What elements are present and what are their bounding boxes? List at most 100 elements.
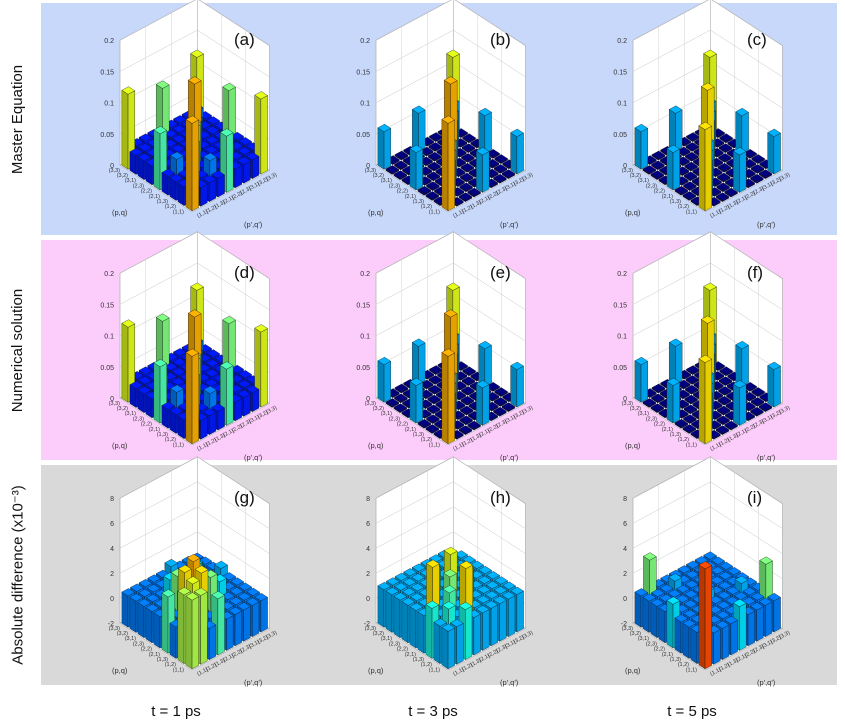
bar	[735, 107, 749, 154]
row-tick-label: (3,1)	[125, 411, 136, 417]
bar	[462, 366, 476, 377]
col-tick-label: (3,2)	[257, 177, 270, 188]
row-tick-label: (3,2)	[117, 406, 128, 412]
axis-label-pq-prime: (p',q')	[500, 453, 519, 462]
col-tick-label: (2,1)	[222, 653, 235, 664]
bar	[467, 420, 481, 431]
bar3d-chart: 0.20.150.10.050(1,1) (1,1)(1,2) (1,2)(1,3)…	[100, 231, 278, 462]
col-tick-label: (3,1)	[761, 181, 774, 192]
bar	[493, 406, 507, 417]
row-tick-label: (1,1)	[686, 667, 697, 673]
bar	[750, 173, 764, 184]
panel-letter: (b)	[490, 30, 511, 49]
row-tick-label: (3,2)	[630, 173, 641, 179]
row-tick-label: (3,3)	[109, 401, 120, 407]
col-tick-label: (1,3)	[470, 200, 483, 211]
col-tick-label: (3,1)	[761, 639, 774, 650]
panel-g: 8 6 4 2 0 -2 (1,1) (1,1) (1,2) (1,2) (1,3) (1,3) (2,…	[62, 456, 324, 690]
bar	[674, 185, 689, 196]
row-tick-label: (1,3)	[157, 199, 168, 205]
bar	[634, 123, 649, 170]
axis-label-pq: (p,q)	[368, 666, 384, 675]
col-tick-label: (2,3)	[495, 644, 508, 655]
bar	[460, 162, 475, 173]
panel-letter: (a)	[234, 30, 255, 49]
col-tick-label: (3,3)	[778, 405, 791, 416]
panel-c: 0.2 0.15 0.1 0.05 0 (1,1) (1,1) (1,2) (1,2) (1,3)…	[575, 0, 837, 232]
bar	[510, 361, 524, 408]
row-tick-label: (3,1)	[381, 178, 392, 184]
bar	[417, 418, 432, 429]
bar	[716, 182, 730, 193]
z-tick-label: 4	[623, 546, 627, 553]
bars	[634, 551, 781, 670]
tick-labels: (1,1) (1,1)(1,2) (1,2)(1,3) (1,3)(2,1) (2,1)…	[622, 626, 791, 678]
col-tick-label: (1,1)	[452, 442, 465, 453]
row-tick-label: (2,2)	[654, 647, 665, 653]
row-tick-label: (2,2)	[654, 422, 665, 428]
col-tick-label: (2,3)	[239, 419, 252, 430]
col-tick-label: (1,3)	[470, 658, 483, 669]
bar	[642, 165, 657, 175]
z-tick-label: 2	[623, 571, 627, 578]
col-tick-label: (3,1)	[504, 414, 517, 425]
row-tick-label: (1,2)	[421, 662, 432, 668]
col-tick-label: (3,2)	[770, 410, 783, 421]
z-tick-label: 0.2	[617, 271, 627, 278]
z-tick-label: 0.15	[100, 69, 114, 76]
bars	[377, 282, 524, 445]
bar3d-chart: 0.20.150.10.050(1,1) (1,1)(1,2) (1,2)(1,3)…	[100, 0, 278, 229]
bar	[494, 387, 508, 398]
bar	[459, 172, 474, 183]
col-tick-label: (1,1)	[196, 442, 209, 453]
row-tick-label: (1,3)	[670, 657, 681, 663]
bars	[121, 552, 268, 670]
z-tick-label: 0.2	[617, 38, 627, 45]
panel-letter: (c)	[747, 30, 767, 49]
z-tick-label: 0.05	[613, 365, 627, 372]
panel-letter: (i)	[747, 488, 763, 507]
z-tick-label: 0	[623, 163, 627, 170]
panel-letter: (d)	[234, 263, 255, 282]
axis-label-pq: (p,q)	[112, 208, 128, 217]
z-tick-label: 0.1	[617, 101, 627, 108]
col-tick-label: (3,3)	[778, 172, 791, 183]
col-tick-label: (2,3)	[752, 186, 765, 197]
z-tick-label: 0.15	[613, 302, 627, 309]
bar	[385, 165, 400, 175]
bar	[718, 386, 732, 396]
bar	[467, 187, 481, 198]
row-tick-label: (1,2)	[165, 204, 176, 210]
col-tick-label: (2,2)	[231, 190, 244, 201]
bar	[493, 397, 508, 407]
z-tick-label: 0	[110, 596, 114, 603]
bar	[682, 424, 697, 434]
axis-label-pq-prime: (p',q')	[500, 220, 519, 229]
col-tick-label: (3,3)	[778, 630, 791, 641]
row-tick-label: (1,2)	[678, 204, 689, 210]
row-tick-label: (1,2)	[421, 204, 432, 210]
row-tick-label: (1,3)	[670, 199, 681, 205]
col-tick-label: (1,3)	[727, 200, 740, 211]
row-tick-label: (2,1)	[405, 427, 416, 433]
bar	[716, 405, 731, 416]
bar	[750, 406, 764, 417]
col-tick-label: (1,2)	[461, 662, 474, 673]
bar	[668, 338, 683, 385]
row-tick-label: (1,3)	[413, 199, 424, 205]
col-tick-label: (1,2)	[461, 437, 474, 448]
axis-label-pq: (p,q)	[625, 441, 641, 450]
bar	[651, 383, 666, 394]
bar	[735, 340, 749, 387]
z-tick-label: 0.05	[100, 365, 114, 372]
bar	[684, 161, 698, 172]
z-tick-label: 6	[623, 521, 627, 528]
axis-label-pq: (p,q)	[625, 666, 641, 675]
bar	[427, 384, 442, 395]
col-tick-label: (3,2)	[770, 635, 783, 646]
col-tick-label: (2,2)	[744, 190, 757, 201]
bar	[743, 382, 757, 392]
row-tick-label: (1,3)	[413, 657, 424, 663]
